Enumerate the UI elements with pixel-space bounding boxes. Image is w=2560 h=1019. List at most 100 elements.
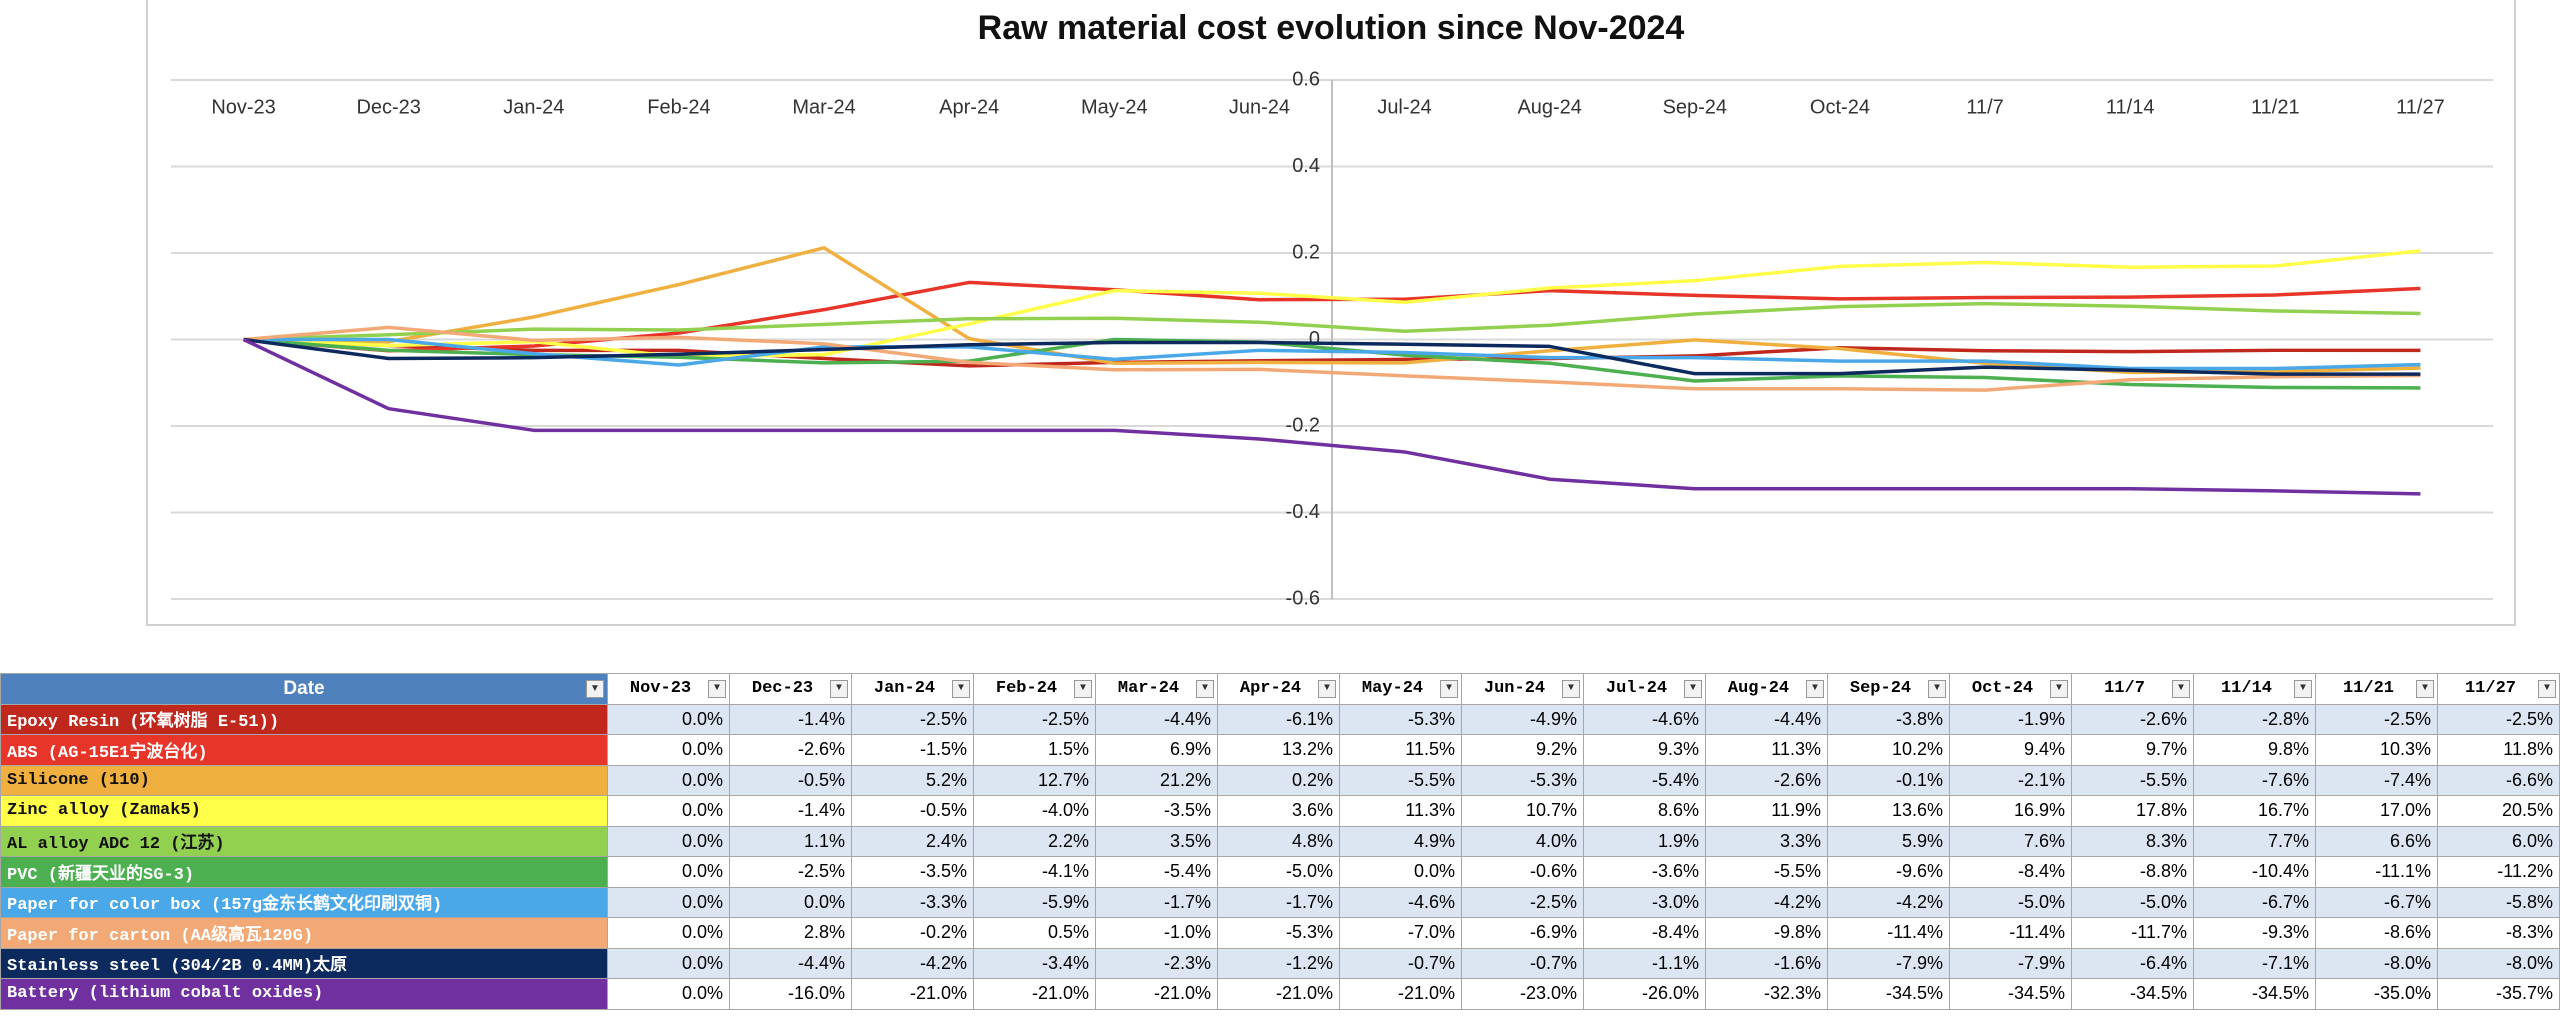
filter-button[interactable]: ▼ — [2294, 680, 2312, 698]
value-cell: -8.4% — [1949, 856, 2072, 888]
value-cell: -6.7% — [2315, 886, 2438, 918]
x-tick-label: 11/27 — [2396, 96, 2445, 118]
value-cell: -0.5% — [729, 764, 852, 796]
value-cell: 11.3% — [1339, 795, 1462, 827]
value-cell: 2.8% — [729, 917, 852, 949]
value-cell: -0.7% — [1339, 947, 1462, 979]
value-cell: -6.1% — [1217, 703, 1340, 735]
filter-button[interactable]: ▼ — [2538, 680, 2556, 698]
filter-button[interactable]: ▼ — [1562, 680, 1580, 698]
header-cell: Oct-24 ▼ — [1949, 673, 2072, 705]
value-cell: 0.0% — [607, 917, 730, 949]
value-cell: -7.9% — [1949, 947, 2072, 979]
x-tick-label: 11/21 — [2251, 96, 2300, 118]
value-cell: 11.9% — [1705, 795, 1828, 827]
x-tick-label: Jan-24 — [503, 96, 564, 118]
value-cell: -1.0% — [1095, 917, 1218, 949]
value-cell: -7.6% — [2193, 764, 2316, 796]
header-cell: 11/14 ▼ — [2193, 673, 2316, 705]
x-tick-label: Sep-24 — [1663, 96, 1728, 118]
value-cell: 0.0% — [607, 703, 730, 735]
value-cell: -21.0% — [1217, 978, 1340, 1010]
value-cell: -4.0% — [973, 795, 1096, 827]
filter-button[interactable]: ▼ — [1196, 680, 1214, 698]
y-tick-label: 0.6 — [1292, 68, 1320, 90]
y-tick-label: 0 — [1309, 328, 1320, 350]
y-tick-label: -0.6 — [1286, 587, 1320, 609]
value-cell: 0.0% — [607, 795, 730, 827]
filter-button[interactable]: ▼ — [708, 680, 726, 698]
filter-button[interactable]: ▼ — [830, 680, 848, 698]
value-cell: -8.3% — [2437, 917, 2560, 949]
value-cell: -8.0% — [2437, 947, 2560, 979]
value-cell: 0.0% — [607, 764, 730, 796]
value-cell: -34.5% — [2193, 978, 2316, 1010]
value-cell: 11.5% — [1339, 734, 1462, 766]
filter-button[interactable]: ▼ — [586, 680, 604, 698]
value-cell: -0.7% — [1461, 947, 1584, 979]
value-cell: -2.5% — [2437, 703, 2560, 735]
header-cell: Apr-24 ▼ — [1217, 673, 1340, 705]
value-cell: 9.4% — [1949, 734, 2072, 766]
x-tick-label: Aug-24 — [1517, 96, 1582, 118]
x-tick-label: Nov-23 — [211, 96, 275, 118]
value-cell: 3.6% — [1217, 795, 1340, 827]
value-cell: -5.3% — [1217, 917, 1340, 949]
value-cell: -10.4% — [2193, 856, 2316, 888]
series-line — [243, 337, 2421, 371]
value-cell: 8.6% — [1583, 795, 1706, 827]
value-cell: 13.6% — [1827, 795, 1950, 827]
value-cell: -5.8% — [2437, 886, 2560, 918]
value-cell: 7.6% — [1949, 825, 2072, 857]
row-name: AL alloy ADC 12 (江苏) — [0, 825, 608, 857]
series-line — [243, 249, 2421, 359]
value-cell: -1.2% — [1217, 947, 1340, 979]
value-cell: -1.6% — [1705, 947, 1828, 979]
value-cell: 1.5% — [973, 734, 1096, 766]
filter-button[interactable]: ▼ — [2172, 680, 2190, 698]
value-cell: -1.4% — [729, 795, 852, 827]
value-cell: -2.6% — [2071, 703, 2194, 735]
value-cell: -23.0% — [1461, 978, 1584, 1010]
series-line — [243, 325, 2421, 392]
row-name: Epoxy Resin (环氧树脂 E-51)) — [0, 703, 608, 735]
value-cell: -5.4% — [1095, 856, 1218, 888]
value-cell: -8.4% — [1583, 917, 1706, 949]
x-tick-label: Mar-24 — [792, 96, 855, 118]
value-cell: 4.9% — [1339, 825, 1462, 857]
data-table: Date ▼ Nov-23 ▼ Dec-23 ▼ Jan-24 ▼ Feb-24 ▼ Mar-24 ▼… — [0, 673, 2560, 1010]
value-cell: 9.2% — [1461, 734, 1584, 766]
header-cell: Jan-24 ▼ — [851, 673, 974, 705]
value-cell: -11.4% — [1949, 917, 2072, 949]
value-cell: -9.6% — [1827, 856, 1950, 888]
value-cell: 4.0% — [1461, 825, 1584, 857]
value-cell: -0.2% — [851, 917, 974, 949]
row-name: Zinc alloy (Zamak5) — [0, 795, 608, 827]
filter-button[interactable]: ▼ — [1318, 680, 1336, 698]
value-cell: -0.1% — [1827, 764, 1950, 796]
filter-button[interactable]: ▼ — [2416, 680, 2434, 698]
filter-button[interactable]: ▼ — [1684, 680, 1702, 698]
value-cell: -5.3% — [1461, 764, 1584, 796]
value-cell: 4.8% — [1217, 825, 1340, 857]
value-cell: -1.4% — [729, 703, 852, 735]
row-name: Silicone (110) — [0, 764, 608, 796]
filter-button[interactable]: ▼ — [2050, 680, 2068, 698]
value-cell: -1.1% — [1583, 947, 1706, 979]
filter-button[interactable]: ▼ — [1806, 680, 1824, 698]
value-cell: -4.4% — [1095, 703, 1218, 735]
filter-button[interactable]: ▼ — [1928, 680, 1946, 698]
y-tick-label: 0.2 — [1292, 241, 1320, 263]
filter-button[interactable]: ▼ — [952, 680, 970, 698]
filter-button[interactable]: ▼ — [1074, 680, 1092, 698]
series-line — [243, 301, 2421, 342]
chart: Raw material cost evolution since Nov-20… — [146, 0, 2516, 626]
header-cell: 11/7 ▼ — [2071, 673, 2194, 705]
x-tick-label: Jul-24 — [1377, 96, 1431, 118]
value-cell: 2.2% — [973, 825, 1096, 857]
filter-button[interactable]: ▼ — [1440, 680, 1458, 698]
value-cell: 11.8% — [2437, 734, 2560, 766]
value-cell: 9.3% — [1583, 734, 1706, 766]
value-cell: -1.7% — [1095, 886, 1218, 918]
value-cell: 0.0% — [1339, 856, 1462, 888]
